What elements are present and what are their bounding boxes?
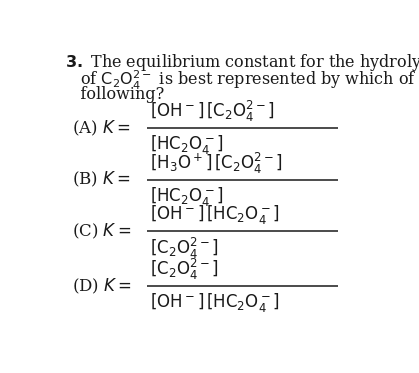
Text: $[\mathrm{C_2O_4^{2-}}]$: $[\mathrm{C_2O_4^{2-}}]$ <box>150 235 218 261</box>
Text: (D) $K=$: (D) $K=$ <box>72 276 132 296</box>
Text: $[\mathrm{HC_2O_4^-}]$: $[\mathrm{HC_2O_4^-}]$ <box>150 133 224 156</box>
Text: $[\mathrm{OH}^-]\,[\mathrm{C_2O_4^{2-}}]$: $[\mathrm{OH}^-]\,[\mathrm{C_2O_4^{2-}}]… <box>150 99 275 124</box>
Text: following?: following? <box>65 87 165 103</box>
Text: $[\mathrm{HC_2O_4^-}]$: $[\mathrm{HC_2O_4^-}]$ <box>150 185 224 208</box>
Text: (A) $K=$: (A) $K=$ <box>72 118 130 138</box>
Text: (B) $K=$: (B) $K=$ <box>72 170 131 189</box>
Text: $[\mathrm{H_3O^+}]\,[\mathrm{C_2O_4^{2-}}]$: $[\mathrm{H_3O^+}]\,[\mathrm{C_2O_4^{2-}… <box>150 151 283 176</box>
Text: (C) $K=$: (C) $K=$ <box>72 222 131 241</box>
Text: $[\mathrm{C_2O_4^{2-}}]$: $[\mathrm{C_2O_4^{2-}}]$ <box>150 257 218 282</box>
Text: of $\mathrm{C_2O_4^{2-}}$ is best represented by which of the: of $\mathrm{C_2O_4^{2-}}$ is best repres… <box>65 69 419 93</box>
Text: $[\mathrm{OH^-}]\,[\mathrm{HC_2O_4^-}]$: $[\mathrm{OH^-}]\,[\mathrm{HC_2O_4^-}]$ <box>150 291 280 314</box>
Text: $[\mathrm{OH^-}]\,[\mathrm{HC_2O_4^-}]$: $[\mathrm{OH^-}]\,[\mathrm{HC_2O_4^-}]$ <box>150 203 280 226</box>
Text: $\mathbf{3.}$ The equilibrium constant for the hydrolysis: $\mathbf{3.}$ The equilibrium constant f… <box>65 52 419 73</box>
